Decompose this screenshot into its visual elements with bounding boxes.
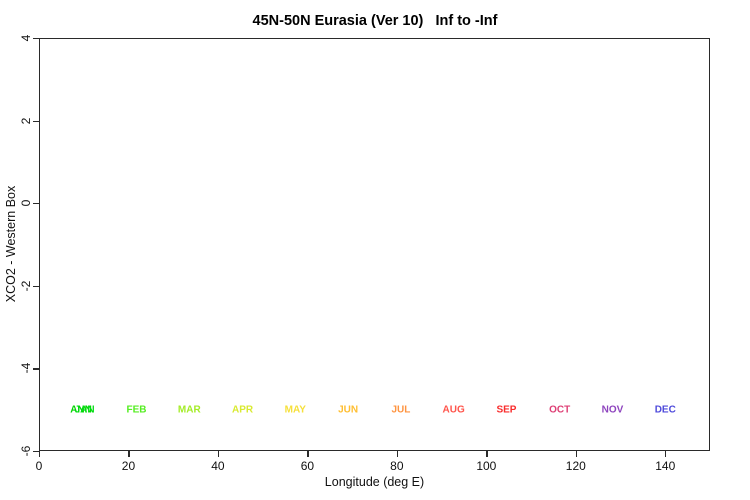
x-tick-mark [575, 451, 577, 457]
x-tick-mark [39, 451, 41, 457]
x-tick-mark [307, 451, 309, 457]
x-tick-mark [486, 451, 488, 457]
x-tick-label: 120 [565, 459, 586, 473]
x-tick-mark [128, 451, 130, 457]
month-label: NOV [601, 404, 624, 416]
y-tick-label: 2 [19, 117, 33, 124]
y-tick-label: -4 [19, 363, 33, 374]
x-axis-label: Longitude (deg E) [324, 475, 425, 489]
x-tick-label: 100 [476, 459, 497, 473]
month-label: APR [231, 404, 254, 416]
y-axis-label: XCO2 - Western Box [4, 185, 18, 303]
y-tick-mark [33, 451, 39, 453]
y-tick-mark [33, 38, 39, 40]
y-tick-mark [33, 203, 39, 205]
month-label: SEP [496, 404, 517, 416]
x-tick-mark [217, 451, 220, 457]
month-label: JUL [391, 404, 411, 416]
y-tick-label: -2 [19, 280, 33, 292]
x-tick-label: 80 [390, 459, 404, 473]
y-tick-mark [33, 285, 39, 287]
x-tick-mark [665, 451, 667, 457]
x-tick-label: 0 [35, 459, 43, 473]
plot-area [39, 38, 710, 451]
month-label: MAY [284, 404, 306, 416]
month-label: MAR [177, 404, 201, 416]
month-label: AUG [442, 404, 465, 416]
y-tick-label: 4 [19, 34, 33, 42]
month-label: ANN [70, 404, 92, 416]
month-label: JUN [338, 404, 359, 416]
month-label: JAN [74, 404, 95, 416]
y-tick-label: 0 [19, 199, 33, 207]
month-label: OCT [549, 404, 571, 416]
y-tick-label: -6 [19, 445, 33, 457]
x-tick-label: 40 [211, 459, 225, 473]
month-label: DEC [654, 404, 676, 416]
x-tick-label: 140 [655, 459, 676, 473]
x-tick-label: 60 [300, 459, 315, 473]
x-tick-label: 20 [121, 459, 136, 473]
chart-title: 45N-50N Eurasia (Ver 10) Inf to -Inf [252, 13, 498, 29]
x-tick-mark [396, 451, 399, 457]
y-tick-mark [33, 368, 39, 370]
month-label: FEB [126, 404, 147, 416]
y-tick-mark [33, 120, 39, 122]
